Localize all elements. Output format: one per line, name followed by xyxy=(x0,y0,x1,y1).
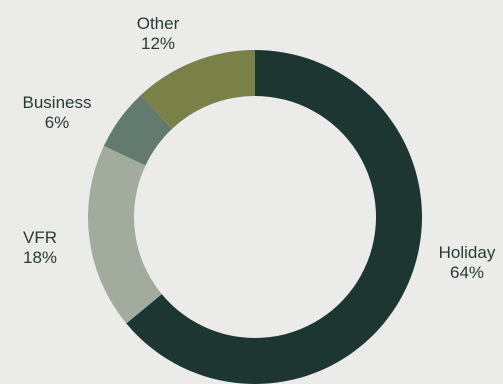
label-holiday: Holiday 64% xyxy=(439,243,496,282)
label-vfr: VFR 18% xyxy=(23,228,57,267)
label-business: Business 6% xyxy=(23,93,92,132)
label-category: Other xyxy=(137,14,180,33)
slices xyxy=(88,50,422,384)
label-category: Business xyxy=(23,93,92,112)
label-category: VFR xyxy=(23,228,57,247)
label-percent: 64% xyxy=(450,263,484,282)
label-percent: 18% xyxy=(23,248,57,267)
label-percent: 12% xyxy=(141,34,175,53)
label-category: Holiday xyxy=(439,243,496,262)
slice-vfr xyxy=(88,146,162,324)
label-percent: 6% xyxy=(45,113,70,132)
label-other: Other 12% xyxy=(137,14,180,53)
